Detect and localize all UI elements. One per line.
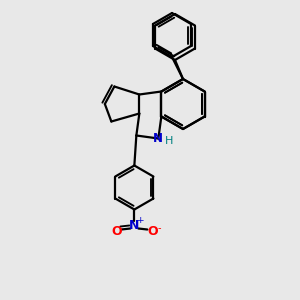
Text: +: + bbox=[136, 216, 143, 225]
Text: O: O bbox=[111, 225, 122, 238]
Text: O: O bbox=[147, 225, 158, 238]
Text: -: - bbox=[158, 224, 161, 233]
Text: H: H bbox=[165, 136, 173, 146]
Text: N: N bbox=[153, 132, 163, 145]
Text: N: N bbox=[129, 219, 140, 232]
